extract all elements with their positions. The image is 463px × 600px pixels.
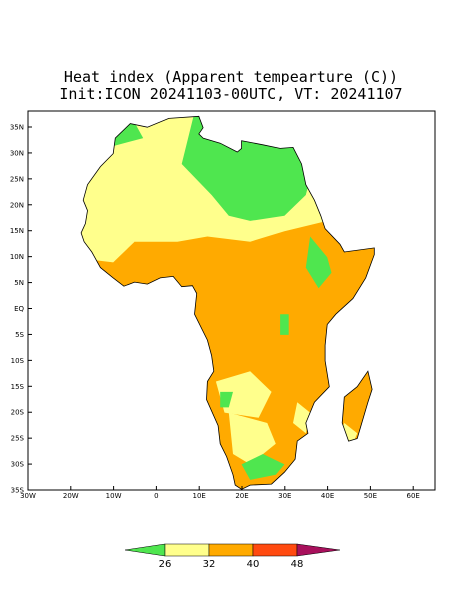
- zone-green: [280, 314, 289, 335]
- lat-label: 10N: [10, 253, 24, 261]
- zone-green: [305, 236, 332, 289]
- colorbar: 26 32 40 48: [124, 543, 341, 570]
- lon-label: 50E: [364, 492, 377, 500]
- title-line: Heat index (Apparent tempearture (C)): [64, 68, 398, 86]
- colorbar-label: 26: [159, 559, 172, 570]
- lat-label: 35S: [11, 487, 25, 495]
- colorbar-label: 40: [247, 559, 260, 570]
- colorbar-segment: [296, 543, 341, 557]
- lon-label: 0: [154, 492, 158, 500]
- lat-label: 10S: [11, 357, 25, 365]
- zone-yellow: [293, 402, 311, 434]
- colorbar-segment: [164, 543, 210, 557]
- lon-label: 20E: [235, 492, 248, 500]
- lat-label: 15N: [10, 227, 24, 235]
- colorbar-segment: [252, 543, 298, 557]
- lon-label: 10W: [106, 492, 122, 500]
- zone-green: [220, 391, 233, 408]
- colorbar-segment: [124, 543, 166, 557]
- lat-label: 25N: [10, 175, 24, 183]
- lon-label: 30W: [20, 492, 36, 500]
- colorbar-label: 48: [291, 559, 304, 570]
- lat-label: 35N: [10, 124, 24, 132]
- lat-label: 20N: [10, 201, 24, 209]
- lon-label: 10E: [193, 492, 206, 500]
- zone-yellow: [228, 412, 276, 465]
- colorbar-segment: [208, 543, 254, 557]
- title-line: Init:ICON 20241103-00UTC, VT: 20241107: [59, 85, 402, 103]
- lon-label: 60E: [407, 492, 420, 500]
- lon-label: 20W: [63, 492, 79, 500]
- axis-labels: 35N 30N 25N 20N 15N 10N 5N EQ 5S 10S 15S 20S 25S 30S 3…: [10, 124, 420, 501]
- lat-label: 30S: [11, 461, 25, 469]
- lat-label: 20S: [11, 409, 25, 417]
- lat-label: 15S: [11, 383, 25, 391]
- colorbar-label: 32: [203, 559, 216, 570]
- lat-label: 30N: [10, 149, 24, 157]
- lat-label: 5N: [14, 279, 24, 287]
- lat-label: EQ: [14, 305, 24, 313]
- lat-label: 25S: [11, 435, 25, 443]
- coastline: [80, 115, 375, 490]
- zone-yellow: [215, 371, 272, 418]
- lon-label: 40E: [321, 492, 334, 500]
- lat-label: 5S: [15, 331, 24, 339]
- lon-label: 30E: [278, 492, 291, 500]
- map-frame: [27, 110, 436, 491]
- coastline: [341, 370, 373, 442]
- zone-green: [241, 454, 285, 480]
